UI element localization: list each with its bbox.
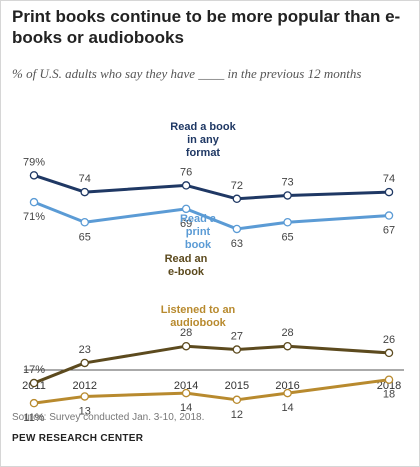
series-name-label: Read a print book (180, 213, 217, 251)
data-point (232, 345, 242, 354)
series-name-label: Read a book in any format (170, 121, 236, 159)
data-label: 28 (281, 327, 293, 339)
data-label: 74 (383, 173, 395, 185)
data-point (384, 187, 394, 197)
chart-title: Print books continue to be more popular … (12, 7, 401, 47)
data-point (80, 358, 89, 368)
source-note: Source: Survey conducted Jan. 3-10, 2018… (12, 412, 205, 423)
organization-name: PEW RESEARCH CENTER (12, 433, 144, 444)
data-label: 14 (180, 402, 192, 414)
data-point (181, 204, 191, 214)
data-label: 14 (281, 402, 293, 414)
data-label: 28 (180, 327, 192, 339)
data-point (29, 171, 39, 180)
data-label: 76 (180, 166, 192, 178)
data-label: 18 (383, 389, 395, 401)
x-tick-label: 2016 (275, 380, 299, 392)
series-line (33, 200, 390, 231)
series-line (33, 344, 390, 385)
x-tick-label: 2014 (174, 380, 198, 392)
data-label: 74 (79, 173, 91, 185)
data-point (283, 341, 292, 351)
x-tick-label: 2018 (377, 380, 401, 392)
data-point (283, 191, 292, 200)
data-point (181, 181, 191, 190)
data-point (283, 388, 292, 398)
data-point (80, 217, 89, 227)
data-point (29, 378, 39, 388)
chart-subtitle: % of U.S. adults who say they have ____ … (12, 66, 362, 81)
data-label: 17% (23, 364, 45, 376)
series-line (33, 378, 390, 405)
data-label: 73 (281, 176, 293, 188)
data-label: 26 (383, 334, 395, 346)
data-point (232, 224, 242, 234)
x-tick-label: 2012 (72, 380, 96, 392)
data-point (29, 398, 39, 408)
series-line (33, 173, 390, 201)
data-point (384, 348, 394, 358)
data-point (29, 197, 39, 207)
data-label: 63 (231, 238, 243, 250)
data-point (181, 341, 191, 351)
series-name-label: Read an e-book (165, 253, 208, 278)
series-name-label: Listened to an audiobook (161, 304, 236, 329)
data-label: 13 (79, 405, 91, 417)
data-point (80, 187, 89, 197)
data-label: 72 (231, 180, 243, 192)
data-label: 69 (180, 218, 192, 230)
data-point (232, 395, 242, 405)
data-label: 67 (383, 225, 395, 237)
data-label: 79% (23, 156, 45, 168)
data-point (232, 194, 242, 204)
data-label: 71% (23, 211, 45, 223)
data-point (181, 388, 191, 398)
data-label: 65 (281, 231, 293, 243)
data-point (384, 211, 394, 220)
data-point (283, 217, 292, 227)
x-tick-label: 2015 (225, 380, 249, 392)
data-label: 65 (79, 231, 91, 243)
data-point (80, 392, 89, 401)
data-label: 12 (231, 409, 243, 421)
data-label: 23 (79, 344, 91, 356)
data-point (384, 375, 394, 384)
data-label: 27 (231, 331, 243, 343)
data-label: 11% (23, 412, 44, 424)
